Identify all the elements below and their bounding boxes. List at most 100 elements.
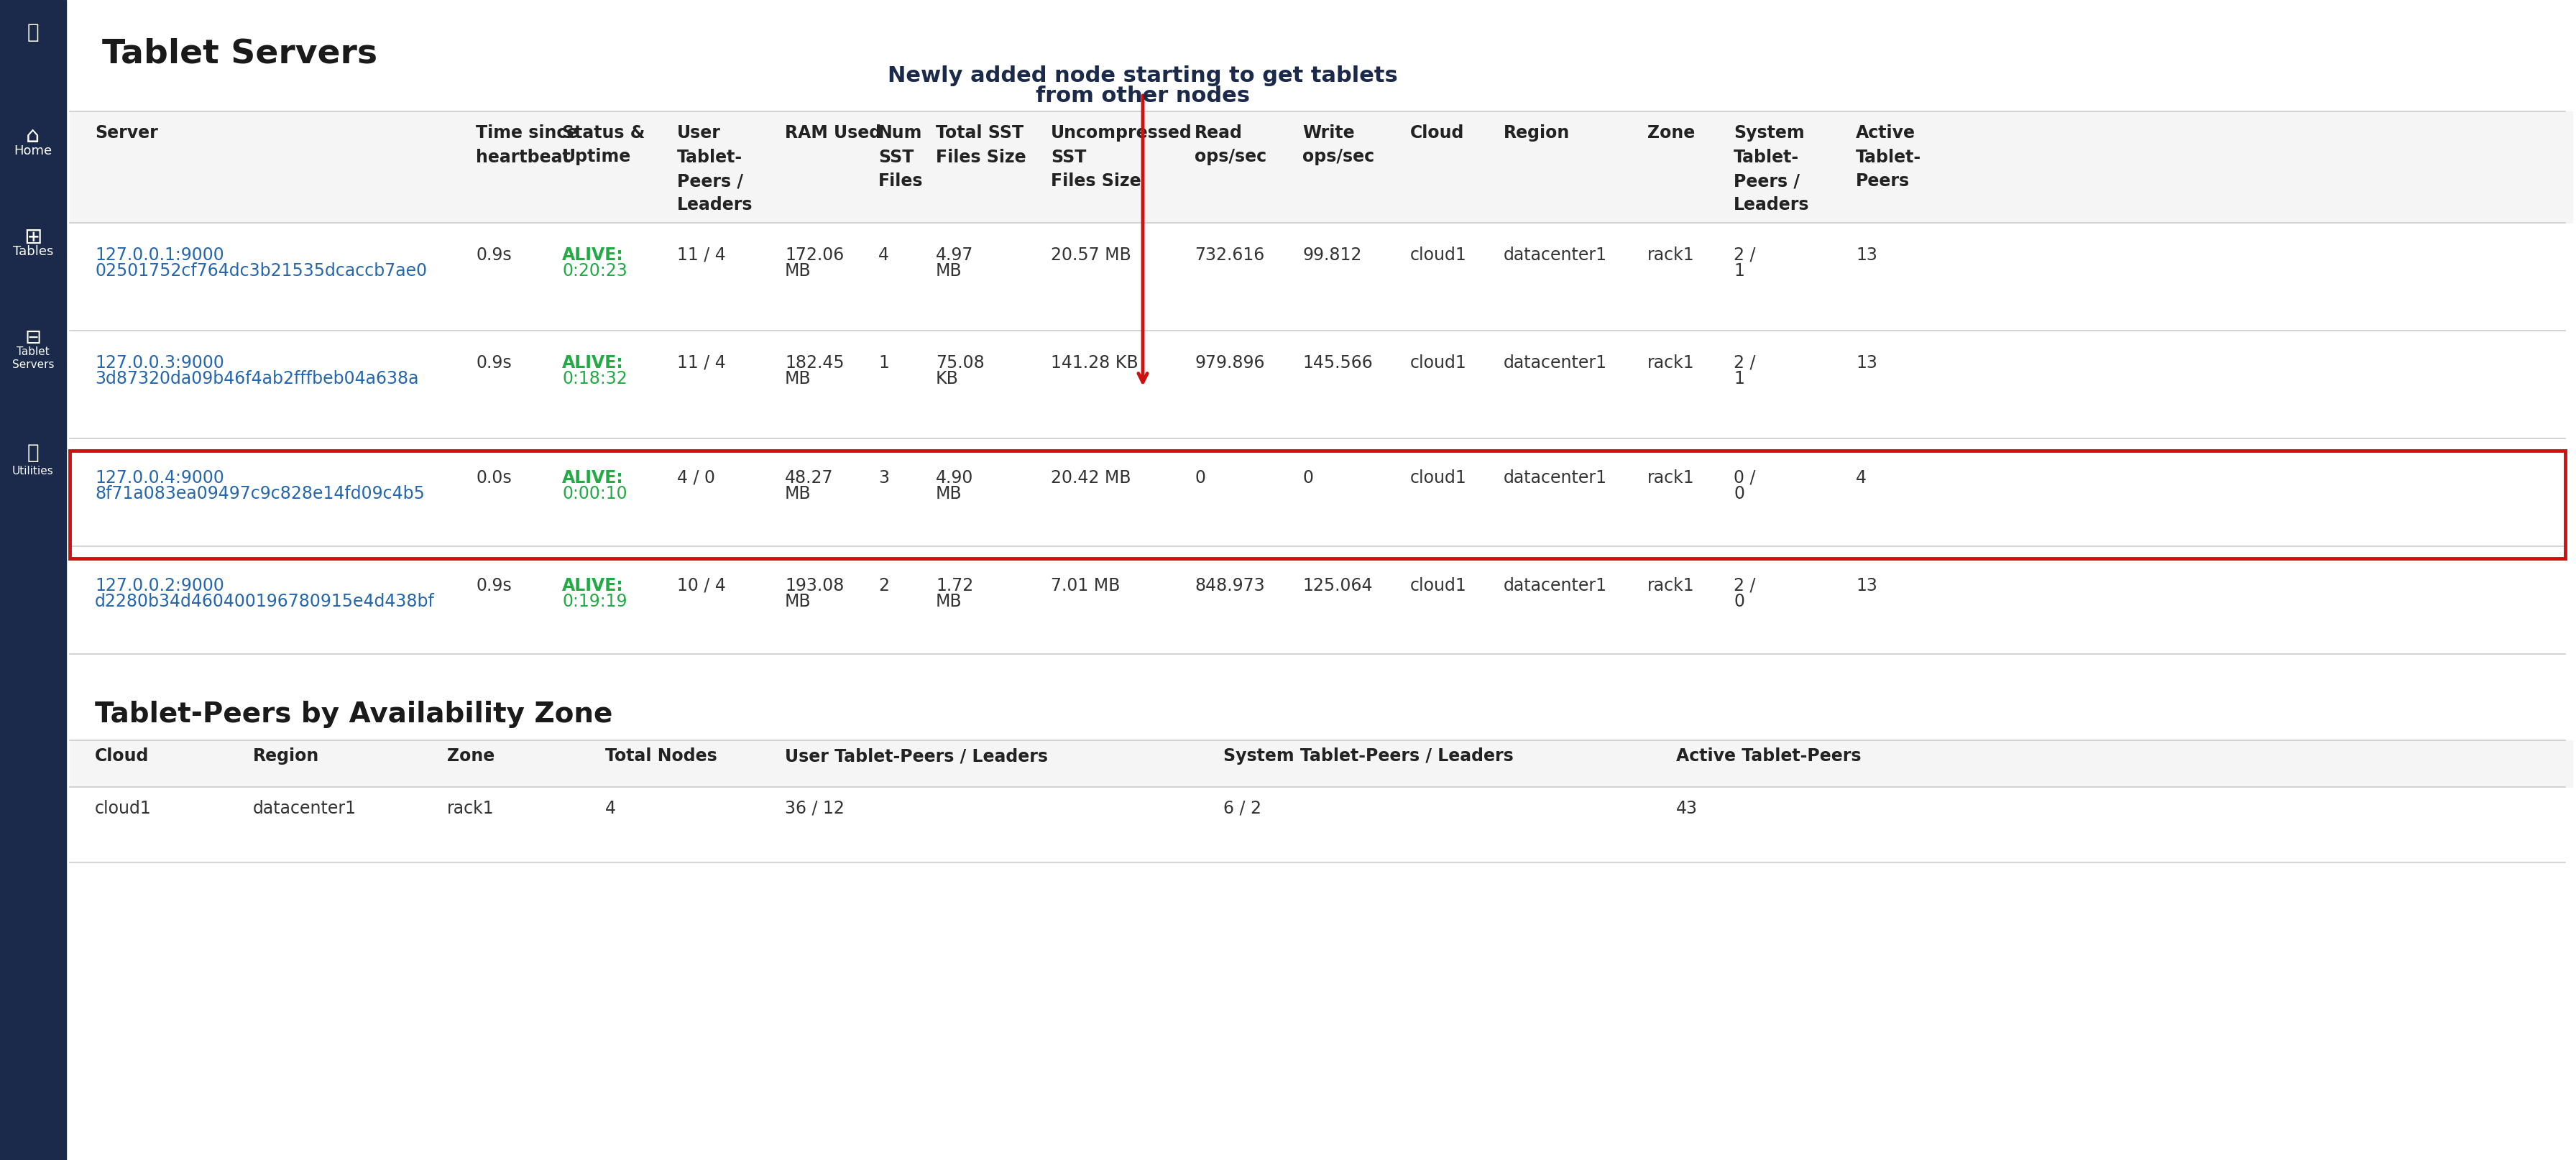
Text: ALIVE:: ALIVE:: [562, 247, 623, 263]
Text: Time since
heartbeat: Time since heartbeat: [477, 124, 577, 166]
Text: 4: 4: [1855, 470, 1868, 486]
Text: 127.0.0.1:9000: 127.0.0.1:9000: [95, 247, 224, 263]
Text: from other nodes: from other nodes: [1036, 86, 1249, 107]
Text: ALIVE:: ALIVE:: [562, 578, 623, 594]
Text: datacenter1: datacenter1: [1504, 578, 1607, 594]
Text: rack1: rack1: [1649, 578, 1695, 594]
Text: Write
ops/sec: Write ops/sec: [1303, 124, 1376, 166]
Text: 11 / 4: 11 / 4: [677, 354, 726, 371]
Text: d2280b34d460400196780915e4d438bf: d2280b34d460400196780915e4d438bf: [95, 593, 435, 610]
Text: Zone: Zone: [1649, 124, 1695, 142]
Text: 0: 0: [1303, 470, 1314, 486]
Text: User Tablet-Peers / Leaders: User Tablet-Peers / Leaders: [786, 747, 1048, 764]
Text: ⌂: ⌂: [26, 126, 41, 147]
Text: 43: 43: [1677, 800, 1698, 817]
Text: datacenter1: datacenter1: [252, 800, 355, 817]
Text: 0:19:19: 0:19:19: [562, 593, 626, 610]
Text: MB: MB: [935, 593, 963, 610]
Text: 7.01 MB: 7.01 MB: [1051, 578, 1121, 594]
Text: Active Tablet-Peers: Active Tablet-Peers: [1677, 747, 1862, 764]
Bar: [0, 0, 67, 1160]
Text: Active
Tablet-
Peers: Active Tablet- Peers: [1855, 124, 1922, 190]
Text: 193.08: 193.08: [786, 578, 845, 594]
Text: 99.812: 99.812: [1303, 247, 1363, 263]
Text: User
Tablet-
Peers /
Leaders: User Tablet- Peers / Leaders: [677, 124, 752, 213]
Text: 127.0.0.2:9000: 127.0.0.2:9000: [95, 578, 224, 594]
Text: 48.27: 48.27: [786, 470, 835, 486]
Text: 0:00:10: 0:00:10: [562, 485, 626, 502]
Text: Home: Home: [13, 145, 52, 158]
Text: Utilities: Utilities: [13, 465, 54, 476]
Text: Total SST
Files Size: Total SST Files Size: [935, 124, 1025, 166]
Text: 4: 4: [878, 247, 889, 263]
Text: 0:18:32: 0:18:32: [562, 370, 629, 387]
Text: 8f71a083ea09497c9c828e14fd09c4b5: 8f71a083ea09497c9c828e14fd09c4b5: [95, 485, 425, 502]
Text: Num
SST
Files: Num SST Files: [878, 124, 922, 190]
Text: cloud1: cloud1: [1409, 354, 1466, 371]
Text: 11 / 4: 11 / 4: [677, 247, 726, 263]
Text: datacenter1: datacenter1: [1504, 470, 1607, 486]
Text: MB: MB: [786, 593, 811, 610]
Text: 1.72: 1.72: [935, 578, 974, 594]
Text: cloud1: cloud1: [95, 800, 152, 817]
Text: Total Nodes: Total Nodes: [605, 747, 716, 764]
Text: 732.616: 732.616: [1195, 247, 1265, 263]
Text: Region: Region: [1504, 124, 1569, 142]
Text: 02501752cf764dc3b21535dcaccb7ae0: 02501752cf764dc3b21535dcaccb7ae0: [95, 262, 428, 280]
Text: 10 / 4: 10 / 4: [677, 578, 726, 594]
Text: 127.0.0.3:9000: 127.0.0.3:9000: [95, 354, 224, 371]
Text: Region: Region: [252, 747, 319, 764]
Text: MB: MB: [786, 262, 811, 280]
Text: MB: MB: [935, 485, 963, 502]
Text: 0.0s: 0.0s: [477, 470, 513, 486]
Text: cloud1: cloud1: [1409, 470, 1466, 486]
Text: 36 / 12: 36 / 12: [786, 800, 845, 817]
Text: 125.064: 125.064: [1303, 578, 1373, 594]
Text: 3: 3: [878, 470, 889, 486]
Text: 2 /: 2 /: [1734, 578, 1757, 594]
Text: 4.97: 4.97: [935, 247, 974, 263]
Text: 1: 1: [1734, 370, 1744, 387]
Text: ALIVE:: ALIVE:: [562, 354, 623, 371]
Text: Zone: Zone: [448, 747, 495, 764]
Text: Tables: Tables: [13, 245, 54, 258]
Text: 🔧: 🔧: [28, 443, 39, 463]
Text: Servers: Servers: [13, 358, 54, 370]
Text: 127.0.0.4:9000: 127.0.0.4:9000: [95, 470, 224, 486]
Text: 13: 13: [1855, 578, 1878, 594]
Text: Tablet: Tablet: [15, 347, 49, 357]
Text: 0: 0: [1734, 593, 1744, 610]
Text: Newly added node starting to get tablets: Newly added node starting to get tablets: [889, 65, 1399, 86]
Text: 13: 13: [1855, 247, 1878, 263]
Text: 6 / 2: 6 / 2: [1224, 800, 1262, 817]
Text: 2: 2: [878, 578, 889, 594]
Text: rack1: rack1: [1649, 470, 1695, 486]
Text: 4 / 0: 4 / 0: [677, 470, 716, 486]
Text: 20.57 MB: 20.57 MB: [1051, 247, 1131, 263]
Text: MB: MB: [935, 262, 963, 280]
Text: Cloud: Cloud: [95, 747, 149, 764]
Text: 182.45: 182.45: [786, 354, 845, 371]
Text: 4.90: 4.90: [935, 470, 974, 486]
Text: 0: 0: [1734, 485, 1744, 502]
Text: ⊟: ⊟: [26, 328, 41, 348]
Text: datacenter1: datacenter1: [1504, 354, 1607, 371]
Text: KB: KB: [935, 370, 958, 387]
Text: ALIVE:: ALIVE:: [562, 470, 623, 486]
Text: rack1: rack1: [1649, 247, 1695, 263]
Text: 141.28 KB: 141.28 KB: [1051, 354, 1139, 371]
Bar: [70, 111, 2573, 223]
Text: 0:20:23: 0:20:23: [562, 262, 629, 280]
Text: 0 /: 0 /: [1734, 470, 1757, 486]
Text: 20.42 MB: 20.42 MB: [1051, 470, 1131, 486]
Text: 1: 1: [1734, 262, 1744, 280]
Text: 0.9s: 0.9s: [477, 578, 513, 594]
Text: RAM Used: RAM Used: [786, 124, 881, 142]
Text: 🚀: 🚀: [28, 22, 39, 43]
Text: 172.06: 172.06: [786, 247, 845, 263]
Text: 0.9s: 0.9s: [477, 247, 513, 263]
Text: 2 /: 2 /: [1734, 247, 1757, 263]
Text: Cloud: Cloud: [1409, 124, 1463, 142]
Text: 1: 1: [878, 354, 889, 371]
Text: cloud1: cloud1: [1409, 578, 1466, 594]
